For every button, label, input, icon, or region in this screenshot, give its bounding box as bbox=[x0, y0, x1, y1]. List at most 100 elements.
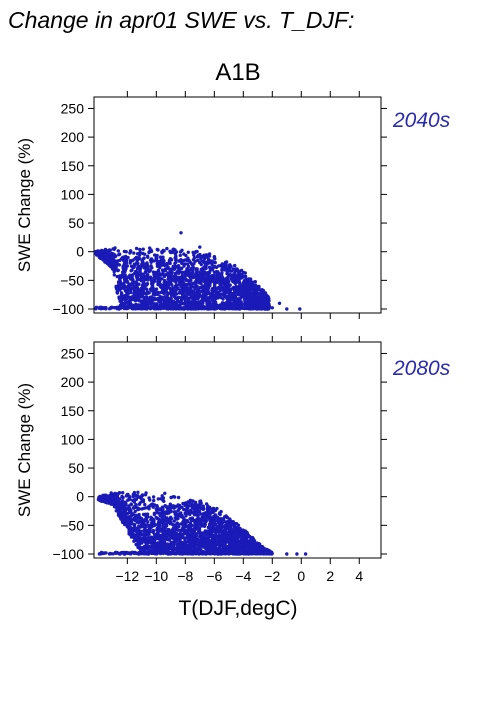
data-point bbox=[199, 257, 203, 261]
data-point bbox=[247, 304, 251, 308]
data-point bbox=[140, 292, 144, 296]
data-point bbox=[218, 274, 222, 278]
data-point bbox=[201, 298, 205, 302]
data-point bbox=[134, 246, 139, 251]
data-point bbox=[204, 519, 208, 523]
data-point bbox=[146, 265, 150, 270]
data-point bbox=[109, 305, 113, 310]
data-point bbox=[148, 268, 152, 273]
data-point bbox=[198, 499, 203, 503]
data-point bbox=[139, 279, 144, 283]
data-point bbox=[221, 277, 225, 281]
data-point bbox=[99, 256, 104, 260]
data-point bbox=[150, 535, 154, 540]
data-point bbox=[224, 294, 228, 299]
data-point bbox=[167, 305, 171, 310]
data-point bbox=[149, 260, 153, 264]
data-point bbox=[234, 284, 238, 289]
data-point bbox=[183, 503, 187, 508]
data-point bbox=[129, 264, 134, 268]
data-point bbox=[206, 276, 211, 280]
data-point bbox=[115, 506, 119, 510]
data-point bbox=[172, 519, 176, 523]
data-point bbox=[156, 280, 160, 284]
data-point bbox=[158, 282, 163, 287]
period-label: 2040s bbox=[392, 109, 451, 132]
y-tick-label: 200 bbox=[61, 129, 85, 145]
data-point bbox=[129, 283, 133, 287]
data-point bbox=[201, 540, 205, 544]
data-point bbox=[138, 269, 142, 273]
data-point bbox=[213, 290, 218, 294]
data-point bbox=[185, 292, 189, 296]
data-point bbox=[193, 500, 198, 504]
data-point bbox=[246, 296, 250, 301]
data-point bbox=[174, 527, 179, 532]
data-point bbox=[129, 290, 133, 295]
data-point bbox=[151, 543, 155, 547]
data-point bbox=[181, 282, 185, 286]
data-point bbox=[169, 281, 173, 285]
data-point bbox=[179, 231, 183, 235]
data-point bbox=[131, 492, 135, 497]
data-point bbox=[226, 305, 231, 310]
y-tick-label: 0 bbox=[76, 489, 84, 505]
y-tick-label: 150 bbox=[61, 158, 85, 174]
x-tick-label: 0 bbox=[297, 568, 305, 584]
data-point bbox=[243, 296, 247, 300]
data-point bbox=[124, 300, 128, 304]
data-point bbox=[174, 305, 178, 310]
data-point bbox=[129, 533, 133, 537]
data-point bbox=[233, 263, 237, 268]
data-point bbox=[202, 535, 206, 539]
data-point bbox=[203, 273, 207, 277]
data-point bbox=[134, 513, 138, 517]
y-tick-label: 150 bbox=[61, 403, 85, 419]
data-point bbox=[192, 527, 196, 531]
data-point bbox=[251, 280, 255, 284]
data-point bbox=[113, 265, 118, 270]
data-point bbox=[196, 539, 200, 543]
data-point bbox=[131, 512, 135, 516]
data-point bbox=[119, 306, 123, 310]
data-point bbox=[198, 260, 202, 265]
data-point bbox=[196, 515, 200, 520]
data-point bbox=[195, 275, 200, 280]
data-point bbox=[180, 266, 184, 270]
data-point bbox=[258, 299, 262, 304]
data-point bbox=[251, 284, 255, 289]
data-point bbox=[170, 277, 174, 281]
data-point bbox=[251, 290, 255, 294]
data-point bbox=[134, 302, 138, 306]
data-point bbox=[227, 302, 231, 306]
data-point bbox=[132, 292, 136, 296]
data-point bbox=[168, 298, 172, 302]
data-point bbox=[182, 507, 186, 512]
data-point bbox=[169, 506, 173, 510]
data-point bbox=[212, 273, 216, 278]
data-point bbox=[158, 296, 163, 300]
data-point bbox=[198, 278, 202, 283]
data-point bbox=[132, 539, 136, 543]
data-point bbox=[120, 286, 125, 290]
data-point bbox=[244, 290, 248, 294]
data-point bbox=[155, 261, 159, 266]
data-point bbox=[162, 302, 166, 306]
data-point bbox=[196, 253, 200, 258]
data-point bbox=[230, 275, 234, 280]
data-point bbox=[174, 257, 178, 262]
data-point bbox=[146, 278, 150, 282]
scatter-points bbox=[93, 231, 302, 311]
data-point bbox=[165, 301, 169, 305]
data-point bbox=[270, 306, 274, 310]
data-point bbox=[142, 278, 147, 282]
data-point bbox=[151, 286, 155, 290]
y-tick-label: −50 bbox=[60, 272, 84, 288]
data-point bbox=[188, 498, 192, 502]
data-point bbox=[173, 248, 177, 252]
data-point bbox=[262, 295, 266, 300]
data-point bbox=[145, 274, 150, 279]
data-point bbox=[207, 300, 212, 304]
data-point bbox=[190, 541, 194, 545]
